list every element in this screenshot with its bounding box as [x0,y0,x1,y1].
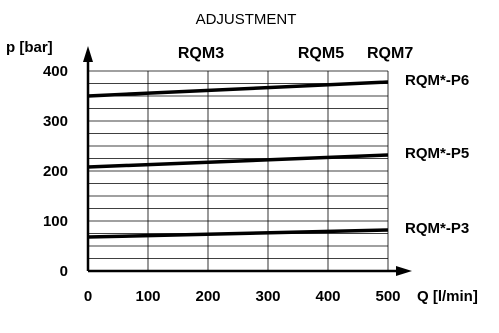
size-label-rqm5: RQM5 [298,45,344,62]
series-label: RQM*-P6 [405,72,469,89]
x-tick-label: 400 [315,288,340,305]
y-tick-label: 300 [43,113,68,130]
y-axis-arrowhead [83,46,93,62]
series-lines: RQM*-P6 RQM*-P5 RQM*-P3 [87,72,469,239]
y-tick-label: 400 [43,63,68,80]
y-tick-label: 200 [43,163,68,180]
x-tick-label: 200 [195,288,220,305]
axes [83,46,412,276]
x-tick-label: 100 [135,288,160,305]
chart-title: ADJUSTMENT [196,11,297,28]
y-tick-label: 100 [43,213,68,230]
x-tick-label: 500 [375,288,400,305]
series-line-1 [87,80,389,98]
x-tick-label: 0 [84,288,92,305]
size-labels: RQM3 RQM5 RQM7 [178,45,413,62]
tick-labels: 0 100 200 300 400 500 0 100 200 300 400 [43,63,401,305]
series-line-3 [87,228,389,239]
size-label-rqm7: RQM7 [367,45,413,62]
series-label: RQM*-P5 [405,145,469,162]
x-axis-arrowhead [396,266,412,276]
y-axis-label: p [bar] [6,39,53,56]
series-label: RQM*-P3 [405,220,469,237]
grid [88,70,389,271]
x-axis-label: Q [l/min] [417,288,478,305]
x-tick-label: 300 [255,288,280,305]
y-tick-label: 0 [60,263,68,280]
series-line-2 [87,153,389,169]
size-label-rqm3: RQM3 [178,45,224,62]
